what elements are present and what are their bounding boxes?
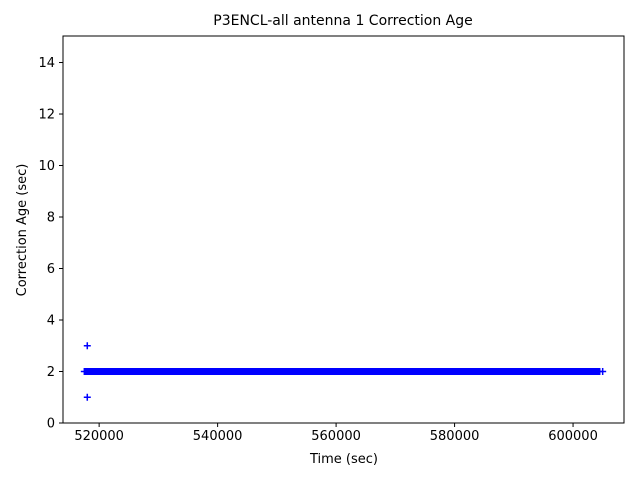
data-markers (80, 342, 607, 401)
y-tick-label: 14 (38, 56, 55, 71)
y-tick-label: 0 (47, 417, 55, 432)
plus-marker (80, 368, 88, 376)
x-tick-label: 600000 (548, 429, 598, 444)
y-tick-label: 2 (47, 365, 55, 380)
x-axis-label: Time (sec) (309, 452, 378, 467)
y-tick-label: 4 (47, 314, 55, 329)
y-axis-label: Correction Age (sec) (15, 164, 30, 297)
y-axis-ticks: 0 2 4 6 8 10 12 14 (38, 56, 63, 432)
x-tick-label: 540000 (193, 429, 243, 444)
y-tick-label: 8 (47, 211, 55, 226)
plus-marker (599, 368, 607, 376)
y-tick-label: 12 (38, 108, 55, 123)
plus-marker (83, 342, 91, 350)
chart-title: P3ENCL-all antenna 1 Correction Age (213, 13, 473, 29)
x-tick-label: 560000 (311, 429, 361, 444)
dense-marker-band (84, 368, 600, 376)
y-tick-label: 6 (47, 262, 55, 277)
plus-marker (83, 393, 91, 401)
axes-frame (62, 35, 625, 424)
x-tick-label: 520000 (74, 429, 124, 444)
y-tick-label: 10 (38, 159, 55, 174)
x-tick-label: 580000 (430, 429, 480, 444)
x-axis-ticks: 520000 540000 560000 580000 600000 (74, 423, 598, 444)
